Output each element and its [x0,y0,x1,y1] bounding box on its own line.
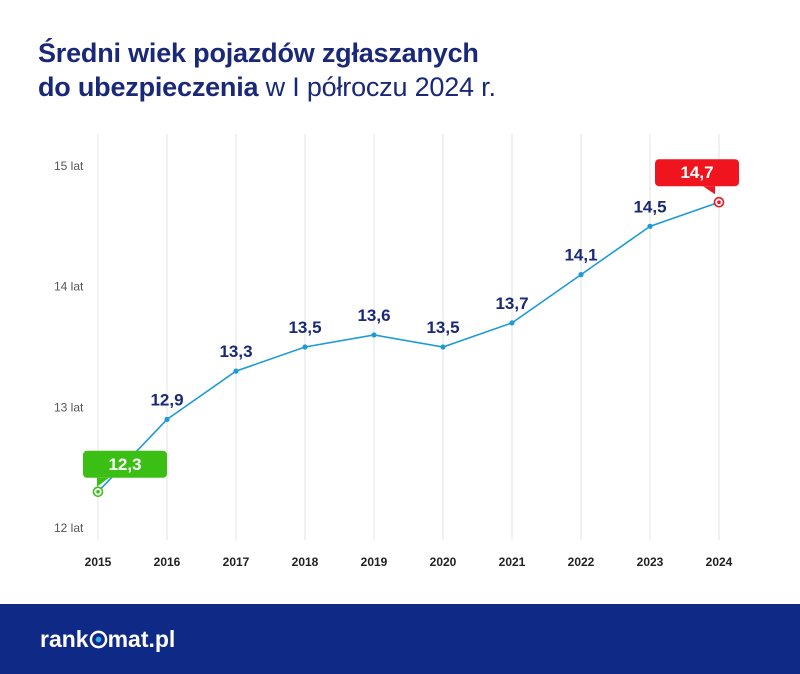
data-label: 13,5 [288,318,321,337]
chart-title: Średni wiek pojazdów zgłaszanych do ubez… [38,36,496,104]
data-point [164,416,170,422]
data-point [578,272,584,278]
data-label: 13,7 [495,294,528,313]
data-point [509,320,515,326]
title-line-2-light: w I półroczu 2024 r. [258,72,496,102]
rankomat-logo: rank mat.pl [40,626,175,653]
title-line-1: Średni wiek pojazdów zgłaszanych [38,38,479,68]
y-tick-label: 13 lat [54,400,84,414]
callout-pointer [97,477,109,487]
data-point-center [717,200,721,204]
data-label: 14,5 [633,197,666,216]
x-tick-label: 2020 [430,555,457,569]
data-label: 14,7 [680,163,713,182]
data-point [647,223,653,229]
last-value-callout [655,159,739,187]
data-point [440,344,446,350]
x-tick-label: 2023 [637,555,664,569]
data-label: 12,3 [108,455,141,474]
series-line [97,201,720,493]
callout-pointer [703,186,715,195]
data-label: 13,5 [426,318,459,337]
x-tick-label: 2016 [154,555,181,569]
logo-o-icon [89,630,107,649]
x-tick-label: 2018 [292,555,319,569]
x-tick-label: 2015 [85,555,112,569]
data-label: 12,9 [150,390,183,409]
data-point-center [96,490,100,494]
data-point [233,368,239,374]
data-point [302,344,308,350]
title-line-2-bold: do ubezpieczenia [38,72,259,102]
data-label: 13,6 [357,306,390,325]
x-tick-label: 2022 [568,555,595,569]
data-label: 14,1 [564,246,597,265]
logo-text-end: mat.pl [107,626,176,652]
footer-bar: rank mat.pl [0,604,800,674]
y-tick-label: 15 lat [54,159,84,173]
data-point [371,332,377,338]
x-tick-label: 2019 [361,555,388,569]
logo-text-start: rank [40,626,89,652]
first-value-callout [83,450,167,478]
y-tick-label: 12 lat [54,521,84,535]
data-label: 13,3 [219,342,252,361]
x-tick-label: 2021 [499,555,526,569]
x-tick-label: 2017 [223,555,250,569]
x-tick-label: 2024 [706,555,733,569]
y-tick-label: 14 lat [54,280,84,294]
line-chart: 12 lat 13 lat 14 lat 15 lat 2015 2016 2017 2018… [54,134,739,569]
